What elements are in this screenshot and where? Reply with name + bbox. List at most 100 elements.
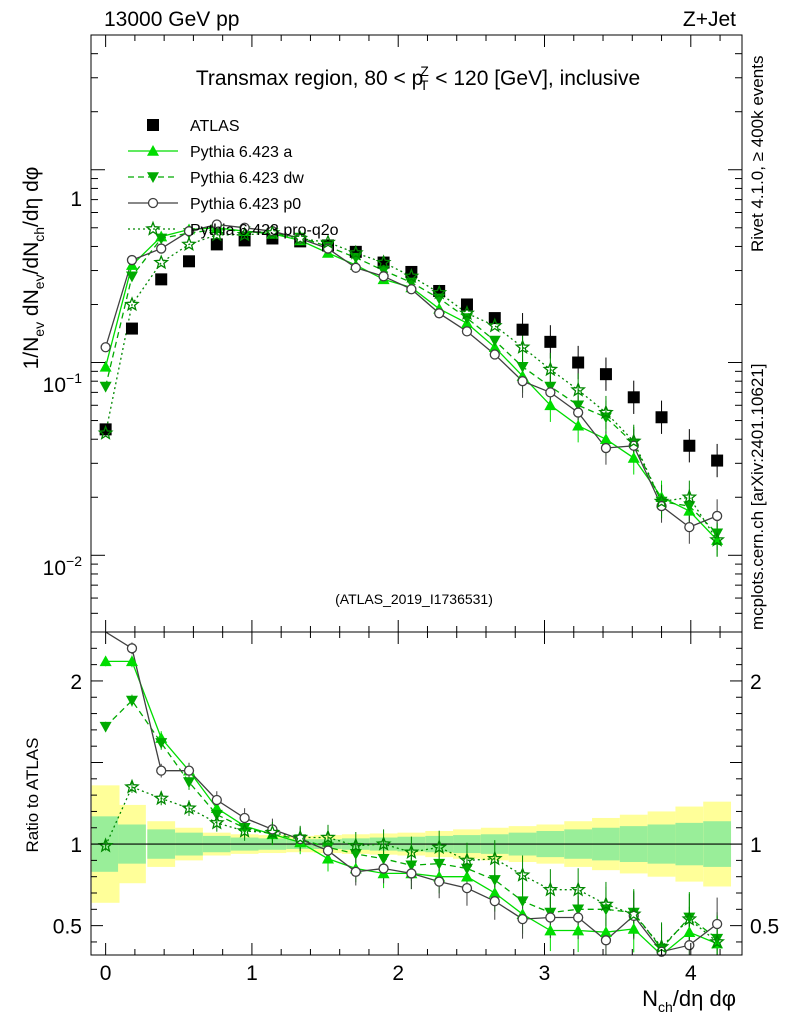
data-point-pythia-6-423-pro-q2o: [709, 531, 726, 547]
data-point-pythia-6-423-p0: [600, 442, 612, 454]
xtick-label: 4: [685, 962, 697, 985]
data-point-pythia-6-423-p0: [628, 440, 639, 451]
ratio-point-pythia-6-423-dw: [99, 721, 112, 733]
ratio-point-pythia-6-423-pro-q2o: [208, 814, 225, 830]
ratio-point-pythia-6-423-pro-q2o: [459, 852, 475, 868]
ratio-point-pythia-6-423-pro-q2o: [542, 881, 559, 897]
ratio-point-pythia-6-423-pro-q2o: [236, 822, 253, 838]
ratio-point-pythia-6-423-dw: [377, 853, 390, 865]
ratio-ytick-label-right: 2: [750, 671, 762, 694]
data-point-pythia-6-423-pro-q2o: [97, 424, 114, 440]
ratio-point-pythia-6-423-p0: [684, 940, 695, 951]
ratio-ytick-label: 1: [70, 834, 82, 857]
data-point-pythia-6-423-p0: [406, 284, 417, 295]
main-panel-frame: [90, 34, 743, 633]
ratio-point-pythia-6-423-a: [627, 922, 640, 934]
ratio-point-pythia-6-423-pro-q2o: [514, 866, 531, 882]
ratio-point-pythia-6-423-a: [321, 852, 334, 864]
ratio-point-pythia-6-423-p0: [406, 868, 417, 879]
data-point-pythia-6-423-p0: [545, 387, 556, 398]
data-point-atlas: [155, 273, 168, 286]
ratio-ytick-label-right: 0.5: [750, 916, 779, 939]
legend-label-pythia-6-423-p0: Pythia 6.423 p0: [190, 196, 301, 213]
ratio-point-pythia-6-423-p0: [517, 913, 528, 925]
ratio-point-pythia-6-423-p0: [461, 882, 473, 894]
data-point-pythia-6-423-pro-q2o: [681, 489, 698, 504]
data-point-pythia-6-423-p0: [156, 243, 167, 254]
ratio-point-pythia-6-423-dw: [711, 933, 724, 945]
data-point-atlas: [460, 298, 473, 311]
data-point-pythia-6-423-pro-q2o: [514, 339, 531, 354]
ratio-point-pythia-6-423-dw: [183, 777, 196, 789]
ratio-point-pythia-6-423-p0: [489, 896, 500, 907]
data-point-pythia-6-423-pro-q2o: [347, 244, 364, 260]
data-point-pythia-6-423-pro-q2o: [570, 381, 587, 397]
data-point-atlas: [210, 238, 223, 251]
data-point-pythia-6-423-pro-q2o: [264, 224, 281, 240]
xtick-label: 2: [392, 962, 404, 985]
ratio-line-pythia-6-423-p0: [105, 631, 718, 953]
data-point-atlas: [99, 423, 112, 436]
data-point-pythia-6-423-pro-q2o: [653, 493, 670, 509]
ratio-point-pythia-6-423-pro-q2o: [181, 799, 197, 815]
data-point-pythia-6-423-pro-q2o: [403, 267, 420, 284]
data-point-pythia-6-423-pro-q2o: [236, 226, 253, 242]
data-point-pythia-6-423-p0: [461, 326, 473, 337]
ratio-point-pythia-6-423-dw: [488, 875, 501, 886]
data-point-atlas: [711, 454, 724, 467]
data-point-pythia-6-423-a: [488, 341, 501, 353]
ratio-point-pythia-6-423-pro-q2o: [681, 910, 698, 926]
xtick-label: 1: [246, 962, 258, 985]
data-point-pythia-6-423-p0: [100, 342, 111, 353]
data-point-atlas: [599, 368, 612, 381]
ratio-point-pythia-6-423-pro-q2o: [709, 933, 726, 949]
ratio-point-pythia-6-423-p0: [600, 935, 612, 946]
data-point-pythia-6-423-pro-q2o: [486, 317, 503, 333]
ratio-y-axis-label: Ratio to ATLAS: [23, 738, 42, 853]
ratio-point-pythia-6-423-dw: [155, 738, 168, 749]
mcplots-label: mcplots.cern.ch [arXiv:2401.10621]: [748, 364, 767, 630]
ratio-point-pythia-6-423-p0: [239, 812, 250, 824]
data-point-pythia-6-423-dw: [377, 265, 390, 277]
ratio-ytick-label: 2: [70, 671, 82, 694]
data-point-atlas: [544, 335, 557, 348]
ratio-point-pythia-6-423-p0: [126, 643, 138, 654]
data-point-atlas: [516, 323, 529, 336]
data-point-pythia-6-423-a: [99, 360, 112, 372]
data-point-pythia-6-423-dw: [125, 271, 138, 283]
data-point-atlas: [627, 391, 640, 404]
data-point-pythia-6-423-p0: [684, 521, 695, 533]
data-point-pythia-6-423-dw: [99, 381, 112, 393]
ratio-panel-frame: [90, 631, 743, 956]
ratio-point-pythia-6-423-a: [488, 887, 501, 898]
x-axis-label: Nch/dη dφ: [642, 986, 736, 1015]
data-point-pythia-6-423-dw: [155, 233, 168, 245]
data-point-pythia-6-423-p0: [378, 271, 389, 282]
ratio-point-pythia-6-423-dw: [516, 896, 529, 908]
data-point-pythia-6-423-p0: [183, 226, 195, 237]
ratio-point-pythia-6-423-pro-q2o: [570, 881, 587, 897]
data-point-pythia-6-423-p0: [489, 349, 500, 360]
xtick-label: 3: [539, 962, 551, 985]
data-point-pythia-6-423-p0: [434, 308, 445, 319]
ratio-point-pythia-6-423-pro-q2o: [347, 837, 364, 853]
data-point-atlas: [183, 255, 196, 268]
ratio-point-pythia-6-423-dw: [460, 863, 473, 875]
ratio-point-pythia-6-423-pro-q2o: [403, 843, 420, 859]
ratio-point-pythia-6-423-p0: [156, 765, 167, 776]
ratio-point-pythia-6-423-dw: [125, 695, 138, 707]
ratio-point-pythia-6-423-dw: [433, 858, 446, 870]
ratio-point-pythia-6-423-p0: [545, 912, 556, 923]
chart-title: Transmax region, 80 < pZ T < 120 [GeV], i…: [196, 63, 640, 93]
ratio-point-pythia-6-423-dw: [238, 822, 251, 834]
ratio-point-pythia-6-423-pro-q2o: [153, 790, 170, 806]
rivet-label: Rivet 4.1.0, ≥ 400k events: [748, 56, 767, 252]
main-y-axis-label: 1/Nev dNev/dNch/dη dφ: [20, 167, 47, 370]
data-point-pythia-6-423-p0: [711, 510, 723, 522]
ratio-point-pythia-6-423-pro-q2o: [486, 850, 503, 866]
ytick-label-0.01: 10−2: [43, 553, 83, 580]
data-point-pythia-6-423-a: [627, 451, 640, 463]
xtick-label: 0: [100, 962, 112, 985]
ratio-point-pythia-6-423-dw: [572, 904, 585, 916]
